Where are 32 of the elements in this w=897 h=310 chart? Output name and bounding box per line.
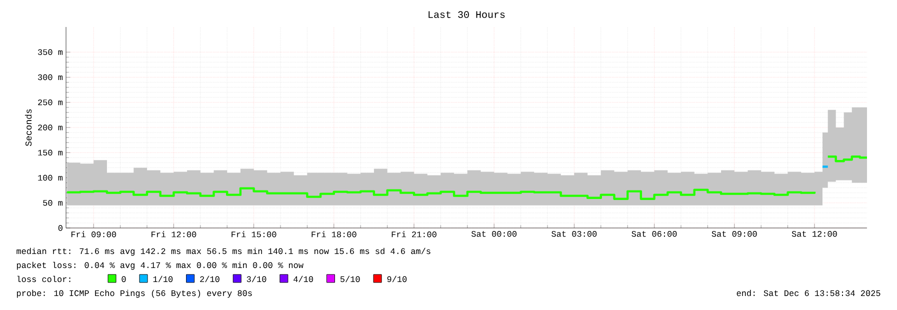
y-axis-title: Seconds xyxy=(24,109,32,146)
text: probe: 10 ICMP Echo Pings (56 Bytes) every 80s xyxy=(16,290,252,298)
legend-title: loss color: xyxy=(17,276,70,282)
legend-label: 0 xyxy=(122,276,126,282)
x-tick-label: Fri 15:00 xyxy=(232,231,276,238)
legend-label: 9/10 xyxy=(387,276,407,282)
y-tick-label: 50 m xyxy=(43,200,63,206)
x-tick-label: Fri 12:00 xyxy=(152,231,196,238)
y-tick-label: 350 m xyxy=(38,49,63,55)
x-tick-label: Sat 12:00 xyxy=(792,231,837,237)
x-tick-label: Fri 21:00 xyxy=(392,231,436,238)
x-tick-label: Sat 00:00 xyxy=(471,231,517,237)
text: end: Sat Dec 6 13:58:34 2025 xyxy=(736,290,880,296)
x-tick-label: Sat 09:00 xyxy=(712,231,757,237)
x-tick-label: Fri 18:00 xyxy=(312,231,356,238)
y-tick-label: 250 m xyxy=(38,99,63,106)
x-tick-label: Fri 09:00 xyxy=(71,231,116,238)
legend-label: 4/10 xyxy=(294,276,313,282)
text: median rtt: 71.6 ms avg 142.2 ms max 56.5 ms min 140.1 ms now 15.6 ms sd 4.6 am/s xyxy=(16,248,430,256)
legend-label: 2/10 xyxy=(200,276,220,282)
y-tick-label: 150 m xyxy=(38,150,63,156)
y-tick-label: 100 m xyxy=(38,174,63,181)
text: packet loss: 0.04 % avg 4.17 % max 0.00 % min 0.00 % now xyxy=(16,262,304,270)
y-tick-label: 300 m xyxy=(38,74,63,80)
chart-title: Last 30 Hours xyxy=(428,11,505,18)
x-tick-label: Sat 06:00 xyxy=(632,231,677,237)
y-tick-label: 0 xyxy=(58,225,62,231)
legend-label: 5/10 xyxy=(340,276,360,282)
legend-label: 1/10 xyxy=(153,276,173,282)
x-tick-label: Sat 03:00 xyxy=(552,231,597,237)
legend-label: 3/10 xyxy=(246,276,266,282)
y-tick-label: 200 m xyxy=(38,124,63,130)
